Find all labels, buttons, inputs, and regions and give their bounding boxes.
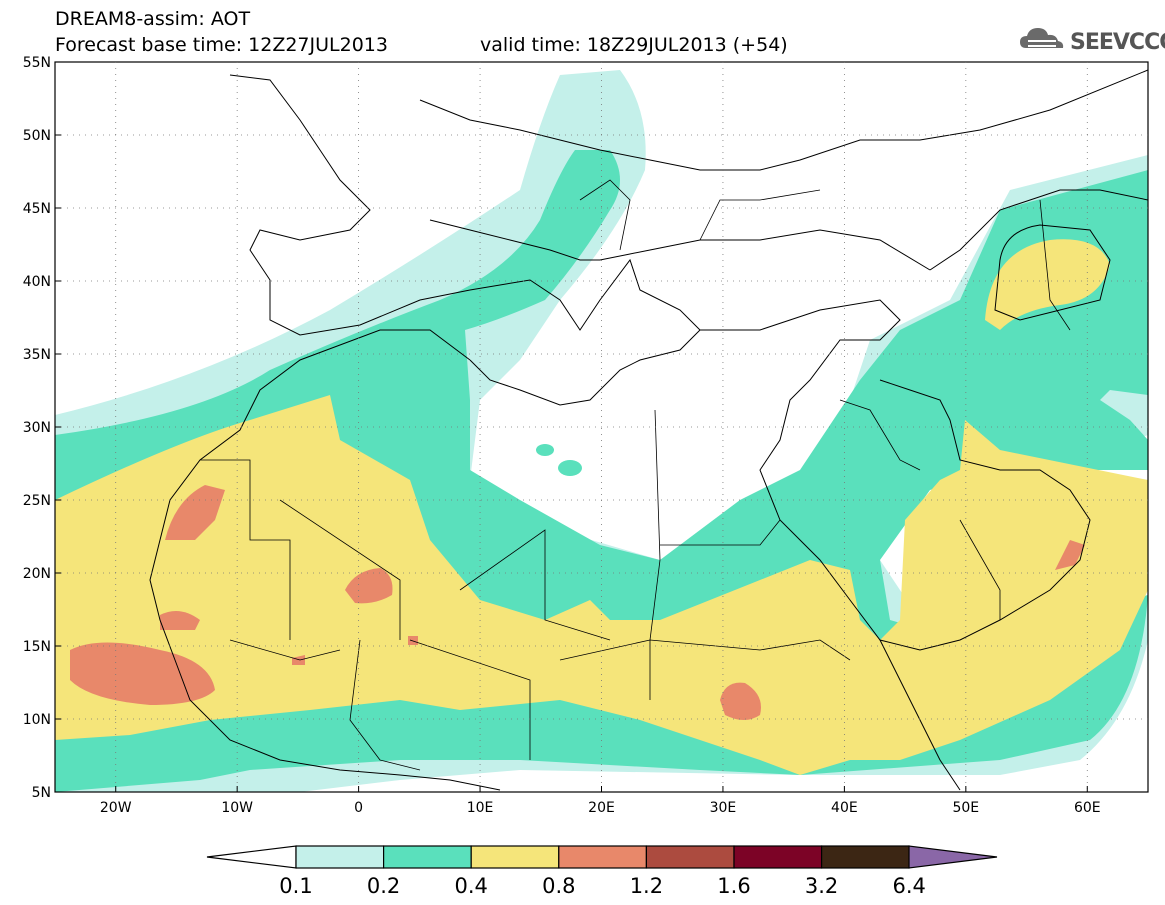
aot-caspian-0.4 — [985, 239, 1110, 330]
colorbar-label: 3.2 — [804, 874, 839, 898]
lon-label: 20W — [100, 800, 132, 816]
colorbar-label: 6.4 — [892, 874, 926, 898]
colorbar-swatch — [558, 845, 647, 869]
cloud-icon — [1020, 28, 1064, 48]
lat-label: 15N — [23, 639, 51, 655]
colorbar-swatch — [383, 845, 472, 869]
colorbar-swatch — [733, 845, 823, 869]
aot-blob-0.8-c — [70, 642, 215, 705]
map-title: DREAM8-assim: AOT — [55, 8, 251, 30]
lat-label: 20N — [23, 566, 51, 582]
lat-label: 55N — [23, 55, 51, 71]
lat-label: 10N — [23, 712, 51, 728]
lat-label: 5N — [32, 785, 51, 801]
aot-blob-0.8-h — [408, 636, 418, 645]
lat-label: 35N — [23, 347, 51, 363]
colorbar-swatch — [645, 845, 735, 869]
colorbar-high-arrow — [908, 845, 998, 869]
aot-blob-0.8-d — [160, 611, 200, 630]
lat-labels: 55N 50N 45N 40N 35N 30N 25N 20N 15N 10N 5N — [23, 55, 51, 801]
coastlines — [149, 69, 1148, 791]
axis-ticks — [55, 61, 1088, 793]
lat-label: 25N — [23, 493, 51, 509]
colorbar-label: 1.2 — [629, 874, 664, 898]
colorbar-label: 0.4 — [454, 874, 488, 898]
lon-labels: 20W 10W 0 10E 20E 30E 40E 50E 60E — [100, 800, 1101, 816]
colorbar-label: 0.8 — [542, 874, 576, 898]
colorbar-swatch — [470, 845, 560, 869]
colorbar-label: 1.6 — [717, 874, 751, 898]
colorbar — [206, 845, 998, 869]
lon-label: 10W — [221, 800, 253, 816]
lon-label: 10E — [467, 800, 494, 816]
colorbar-label: 0.1 — [279, 874, 313, 898]
colorbar-swatch — [295, 845, 385, 869]
aot-blob-0.8-a — [165, 485, 225, 540]
aot-band-0.4 — [55, 395, 1148, 775]
seevccc-logo — [1018, 22, 1153, 56]
lat-label: 40N — [23, 274, 51, 290]
aot-blob-0.8-e — [720, 682, 761, 720]
lat-label: 50N — [23, 128, 51, 144]
colorbar-swatch — [820, 845, 910, 869]
forecast-base-time: Forecast base time: 12Z27JUL2013 — [55, 34, 388, 56]
gridlines — [55, 62, 1148, 792]
aot-blob-0.8-f — [1055, 540, 1085, 570]
aot-blob-0.8-b — [345, 568, 393, 604]
lat-label: 45N — [23, 201, 51, 217]
country-borders — [200, 179, 1071, 771]
lon-label: 30E — [710, 800, 737, 816]
lon-label: 20E — [588, 800, 615, 816]
colorbar-low-arrow — [206, 845, 297, 869]
logo-text: SEEVCCC — [1070, 30, 1165, 55]
colorbar-label: 0.2 — [366, 874, 401, 898]
aot-blob-0.8-g — [292, 655, 305, 665]
valid-time: valid time: 18Z29JUL2013 (+54) — [480, 34, 788, 56]
lon-label: 60E — [1074, 800, 1101, 816]
lat-label: 30N — [23, 420, 51, 436]
lon-label: 0 — [354, 800, 363, 816]
lon-label: 40E — [831, 800, 858, 816]
lon-label: 50E — [952, 800, 979, 816]
